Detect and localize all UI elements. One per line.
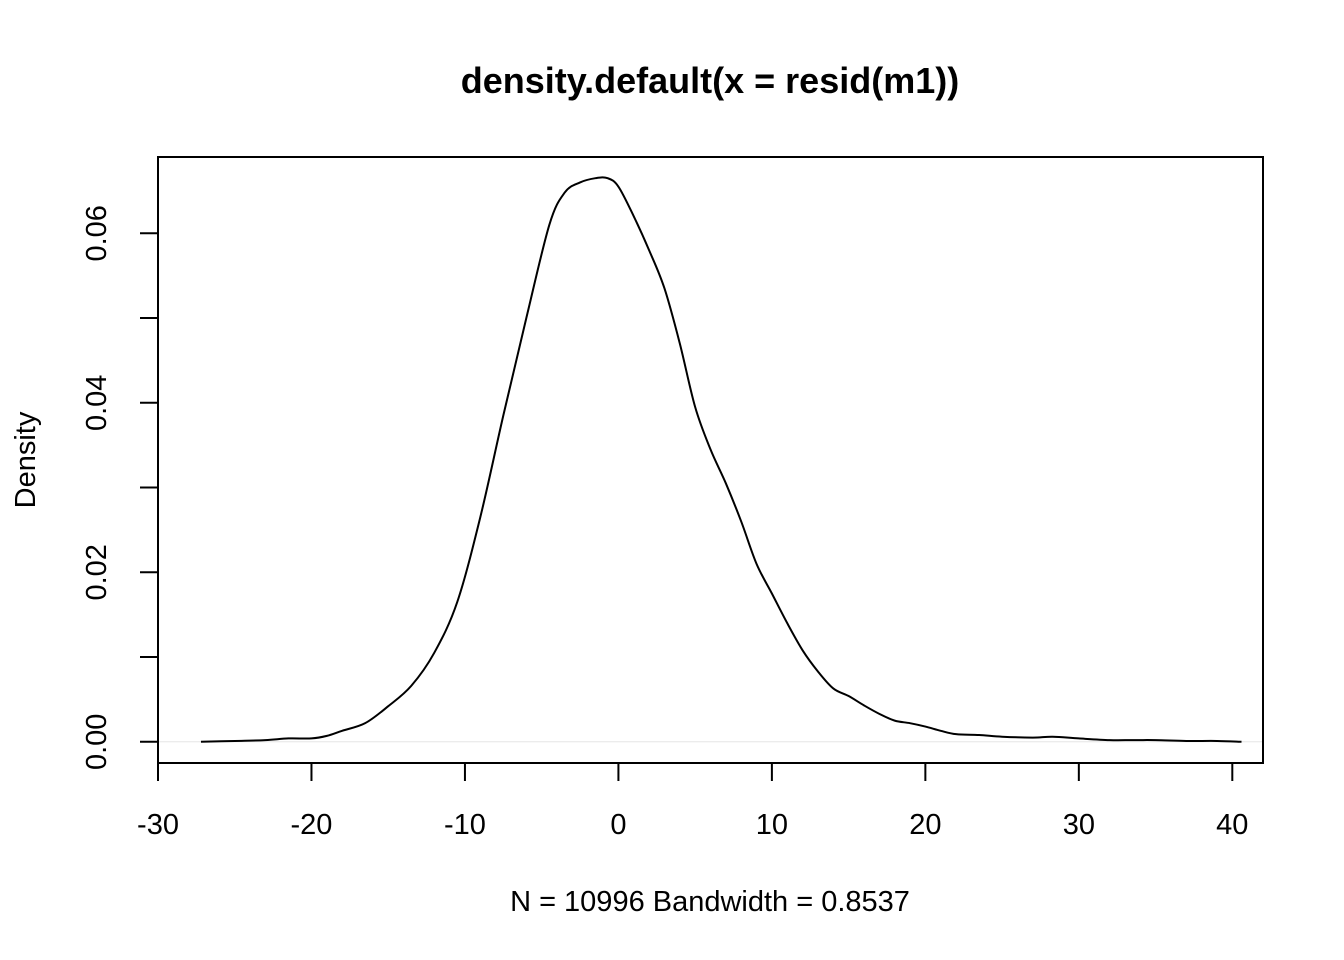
plot-frame <box>157 156 1264 764</box>
x-tick-label: 0 <box>610 809 626 841</box>
density-curve <box>200 176 1242 743</box>
x-tick-label: 20 <box>909 809 941 841</box>
y-tick-label: 0.04 <box>81 375 113 431</box>
x-tick-label: 40 <box>1216 809 1248 841</box>
x-tick-label: 10 <box>756 809 788 841</box>
y-tick-label: 0.00 <box>81 714 113 770</box>
x-axis-label: N = 10996 Bandwidth = 0.8537 <box>510 886 910 918</box>
y-axis: 0.00 0.02 0.04 0.06 <box>81 205 159 770</box>
chart-title: density.default(x = resid(m1)) <box>461 60 959 101</box>
x-tick-label: -20 <box>291 809 333 841</box>
y-tick-label: 0.06 <box>81 205 113 261</box>
x-tick-label: 30 <box>1063 809 1095 841</box>
x-axis: -30 -20 -10 0 10 20 30 40 <box>137 762 1248 841</box>
x-tick-label: -10 <box>444 809 486 841</box>
x-tick-label: -30 <box>137 809 179 841</box>
y-axis-label: Density <box>10 411 42 508</box>
y-tick-label: 0.02 <box>81 544 113 600</box>
